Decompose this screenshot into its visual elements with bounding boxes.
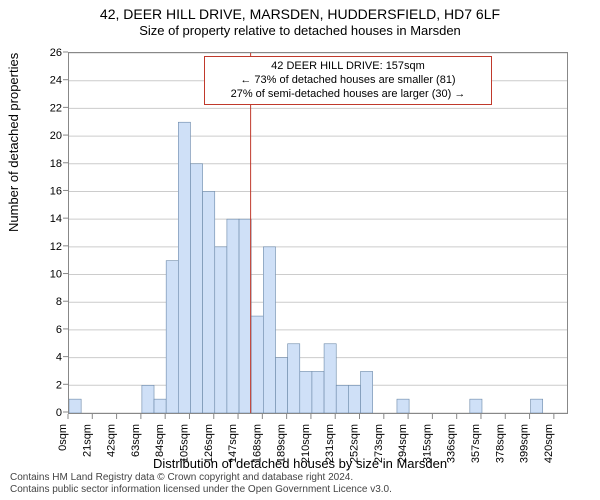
svg-text:6: 6: [56, 324, 62, 336]
svg-text:24: 24: [50, 75, 62, 87]
svg-text:63sqm: 63sqm: [130, 424, 142, 457]
svg-text:4: 4: [56, 352, 62, 364]
footer: Contains HM Land Registry data © Crown c…: [10, 472, 392, 496]
chart-subtitle: Size of property relative to detached ho…: [0, 23, 600, 38]
footer-line-2: Contains public sector information licen…: [10, 484, 392, 496]
svg-text:16: 16: [50, 185, 62, 197]
chart-container: 42, DEER HILL DRIVE, MARSDEN, HUDDERSFIE…: [0, 0, 600, 500]
svg-text:10: 10: [50, 269, 62, 281]
svg-text:22: 22: [50, 102, 62, 114]
chart-title: 42, DEER HILL DRIVE, MARSDEN, HUDDERSFIE…: [0, 6, 600, 22]
svg-text:18: 18: [50, 158, 62, 170]
svg-text:20: 20: [50, 130, 62, 142]
svg-text:21sqm: 21sqm: [81, 424, 93, 457]
annotation-line-2: ← 73% of detached houses are smaller (81…: [213, 74, 483, 88]
footer-line-1: Contains HM Land Registry data © Crown c…: [10, 472, 392, 484]
svg-text:2: 2: [56, 379, 62, 391]
svg-text:42sqm: 42sqm: [106, 424, 118, 457]
svg-text:0sqm: 0sqm: [57, 424, 69, 451]
title-block: 42, DEER HILL DRIVE, MARSDEN, HUDDERSFIE…: [0, 6, 600, 38]
chart-svg: [69, 53, 567, 413]
svg-text:12: 12: [50, 241, 62, 253]
svg-text:26: 26: [50, 47, 62, 59]
annotation-box: 42 DEER HILL DRIVE: 157sqm ← 73% of deta…: [204, 56, 492, 105]
svg-text:8: 8: [56, 296, 62, 308]
plot-area: 42 DEER HILL DRIVE: 157sqm ← 73% of deta…: [68, 52, 568, 414]
annotation-line-3: 27% of semi-detached houses are larger (…: [213, 88, 483, 102]
svg-text:84sqm: 84sqm: [154, 424, 166, 457]
x-axis-label: Distribution of detached houses by size …: [0, 456, 600, 471]
svg-text:14: 14: [50, 213, 62, 225]
annotation-line-1: 42 DEER HILL DRIVE: 157sqm: [213, 60, 483, 74]
